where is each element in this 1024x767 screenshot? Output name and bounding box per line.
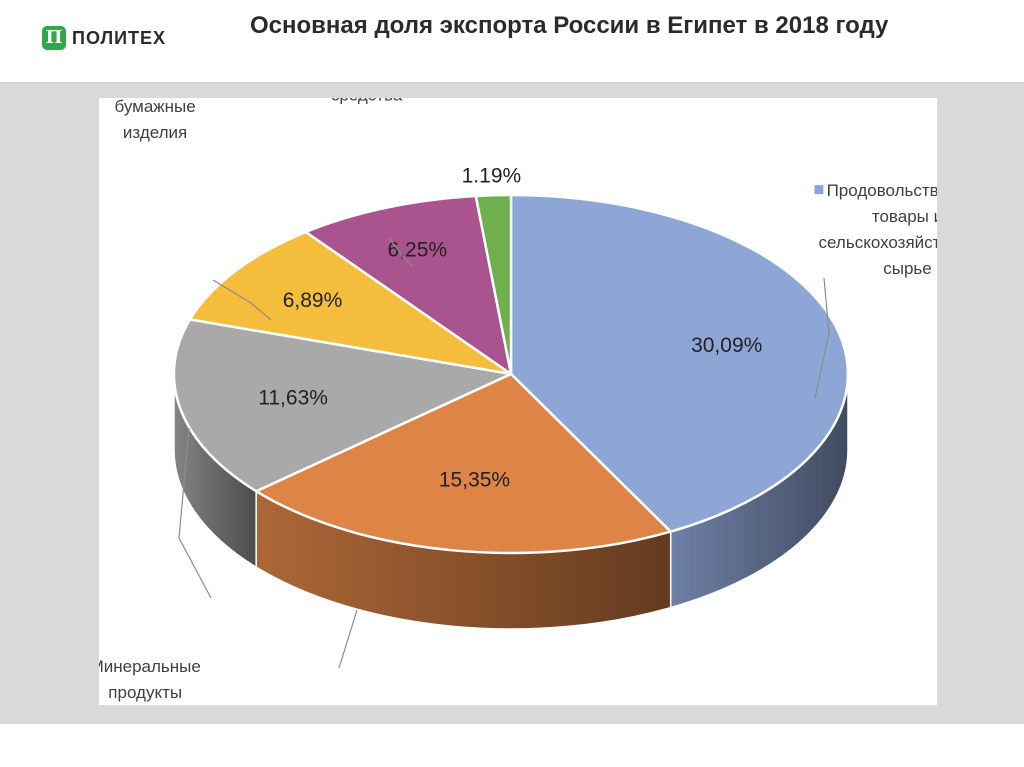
pie-slice-6 <box>474 193 513 376</box>
leader-line-1 <box>814 277 830 399</box>
value-label-2: 15,35% <box>439 469 510 492</box>
leader-line-3 <box>178 427 212 599</box>
value-label-5: 6,25% <box>388 238 448 261</box>
legend-label-1: Продовольственныетовары исельскохозяйств… <box>819 181 937 278</box>
logo[interactable]: П ПОЛИТЕХ <box>42 26 166 50</box>
legend-swatch-1 <box>814 185 824 195</box>
value-label-1: 30,09% <box>691 334 762 357</box>
legend-label-5: Машины,оборудование итранспортныесредств… <box>304 98 430 105</box>
leader-line-5 <box>388 237 413 267</box>
pie-slice-3 <box>172 318 513 493</box>
logo-icon: П <box>42 26 66 50</box>
page-title: Основная доля экспорта России в Египет в… <box>250 12 889 39</box>
legend-entry-2: Металлы иизделия из них <box>372 704 491 749</box>
footer <box>0 724 1024 767</box>
logo-text: ПОЛИТЕХ <box>72 27 167 48</box>
legend-entry-3: Минеральные продукты <box>77 657 201 702</box>
value-label-6: 1.19% <box>462 165 522 188</box>
pie-slice-1 <box>509 193 850 533</box>
legend-entry-5: Машины,оборудование итранспортныесредств… <box>304 8 430 105</box>
pie-slice-4 <box>188 230 513 376</box>
leader-line-4 <box>212 279 272 321</box>
pie-slice-5 <box>304 194 513 376</box>
value-label-4: 6,89% <box>283 289 343 312</box>
legend-label-2: Металлы иизделия из них <box>372 704 491 705</box>
pie-chart: 30,09% 15,35% 11,63% 6,89% 6,25% 1.19% Продово… <box>77 0 996 749</box>
chart-card: 30,09% 15,35% 11,63% 6,89% 6,25% 1.19% Продово… <box>77 0 996 749</box>
value-label-3: 11,63% <box>258 387 328 410</box>
legend-label-3: Минеральные продукты <box>99 657 201 702</box>
legend-entry-1: Продовольственныетовары исельскохозяйств… <box>814 181 996 278</box>
header: П ПОЛИТЕХ Основная доля экспорта России … <box>0 0 1024 83</box>
leader-line-2 <box>338 609 358 669</box>
pie-slice-2 <box>254 372 672 555</box>
